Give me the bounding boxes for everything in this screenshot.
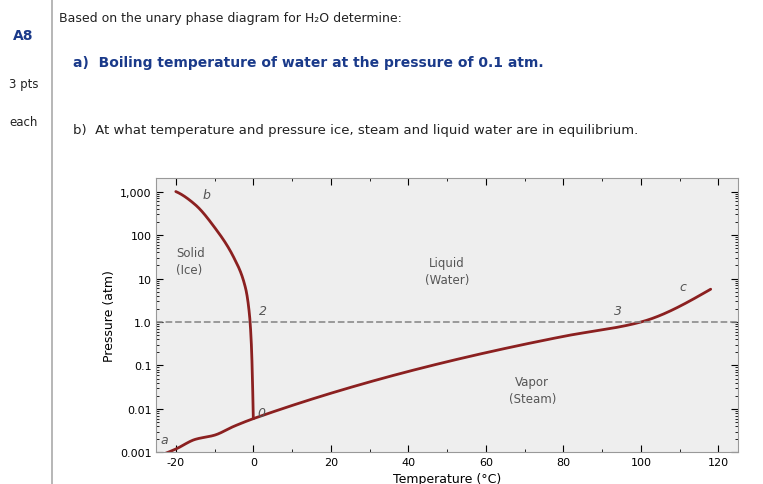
Text: Based on the unary phase diagram for H₂O determine:: Based on the unary phase diagram for H₂O… — [59, 12, 402, 25]
Text: 2: 2 — [259, 305, 267, 318]
Text: a: a — [160, 433, 168, 446]
Text: each: each — [9, 116, 37, 129]
Text: 3 pts: 3 pts — [8, 77, 38, 91]
Text: 0: 0 — [257, 406, 266, 419]
Text: 3: 3 — [613, 305, 622, 318]
Text: c: c — [680, 280, 687, 293]
Text: b: b — [203, 189, 211, 202]
Text: Vapor
(Steam): Vapor (Steam) — [509, 375, 556, 405]
Text: b)  At what temperature and pressure ice, steam and liquid water are in equilibr: b) At what temperature and pressure ice,… — [73, 123, 639, 136]
Y-axis label: Pressure (atm): Pressure (atm) — [103, 270, 116, 362]
Text: a)  Boiling temperature of water at the pressure of 0.1 atm.: a) Boiling temperature of water at the p… — [73, 56, 544, 70]
Text: Liquid
(Water): Liquid (Water) — [425, 257, 469, 286]
Text: A8: A8 — [13, 29, 34, 43]
Text: Solid
(Ice): Solid (Ice) — [175, 247, 204, 277]
X-axis label: Temperature (°C): Temperature (°C) — [393, 471, 501, 484]
